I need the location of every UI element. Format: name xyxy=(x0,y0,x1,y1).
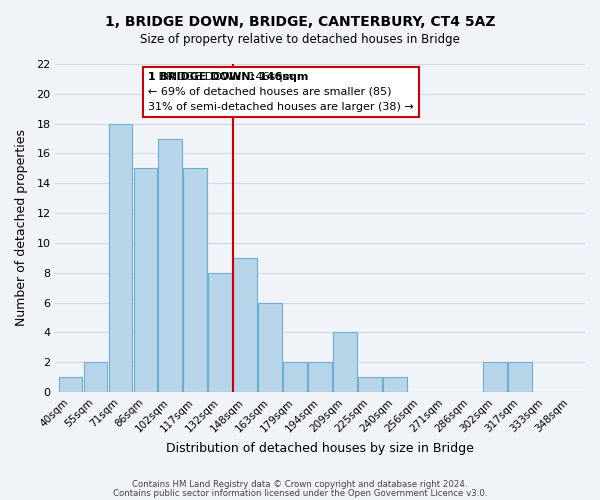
Text: Contains HM Land Registry data © Crown copyright and database right 2024.: Contains HM Land Registry data © Crown c… xyxy=(132,480,468,489)
Bar xyxy=(83,362,107,392)
Bar xyxy=(184,168,207,392)
Y-axis label: Number of detached properties: Number of detached properties xyxy=(15,130,28,326)
Bar xyxy=(483,362,507,392)
Bar xyxy=(259,302,282,392)
Bar xyxy=(233,258,257,392)
Text: Contains public sector information licensed under the Open Government Licence v3: Contains public sector information licen… xyxy=(113,488,487,498)
Bar xyxy=(334,332,357,392)
Text: 1 BRIDGE DOWN: 146sqm
← 69% of detached houses are smaller (85)
31% of semi-deta: 1 BRIDGE DOWN: 146sqm ← 69% of detached … xyxy=(148,72,414,112)
Bar xyxy=(283,362,307,392)
Text: Size of property relative to detached houses in Bridge: Size of property relative to detached ho… xyxy=(140,32,460,46)
X-axis label: Distribution of detached houses by size in Bridge: Distribution of detached houses by size … xyxy=(166,442,474,455)
Text: 1, BRIDGE DOWN, BRIDGE, CANTERBURY, CT4 5AZ: 1, BRIDGE DOWN, BRIDGE, CANTERBURY, CT4 … xyxy=(105,15,495,29)
Bar xyxy=(158,138,182,392)
Text: 1 BRIDGE DOWN: 146sqm: 1 BRIDGE DOWN: 146sqm xyxy=(148,72,308,82)
Bar xyxy=(59,377,82,392)
Bar xyxy=(358,377,382,392)
Bar xyxy=(109,124,132,392)
Bar xyxy=(308,362,332,392)
Bar xyxy=(383,377,407,392)
Bar xyxy=(208,272,232,392)
Bar xyxy=(508,362,532,392)
Bar xyxy=(134,168,157,392)
